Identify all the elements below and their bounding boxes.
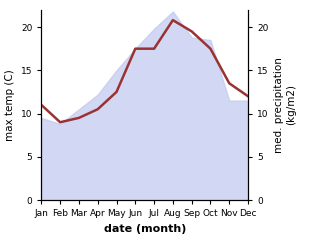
X-axis label: date (month): date (month)	[103, 224, 186, 234]
Y-axis label: max temp (C): max temp (C)	[5, 69, 15, 141]
Y-axis label: med. precipitation
(kg/m2): med. precipitation (kg/m2)	[274, 57, 296, 153]
